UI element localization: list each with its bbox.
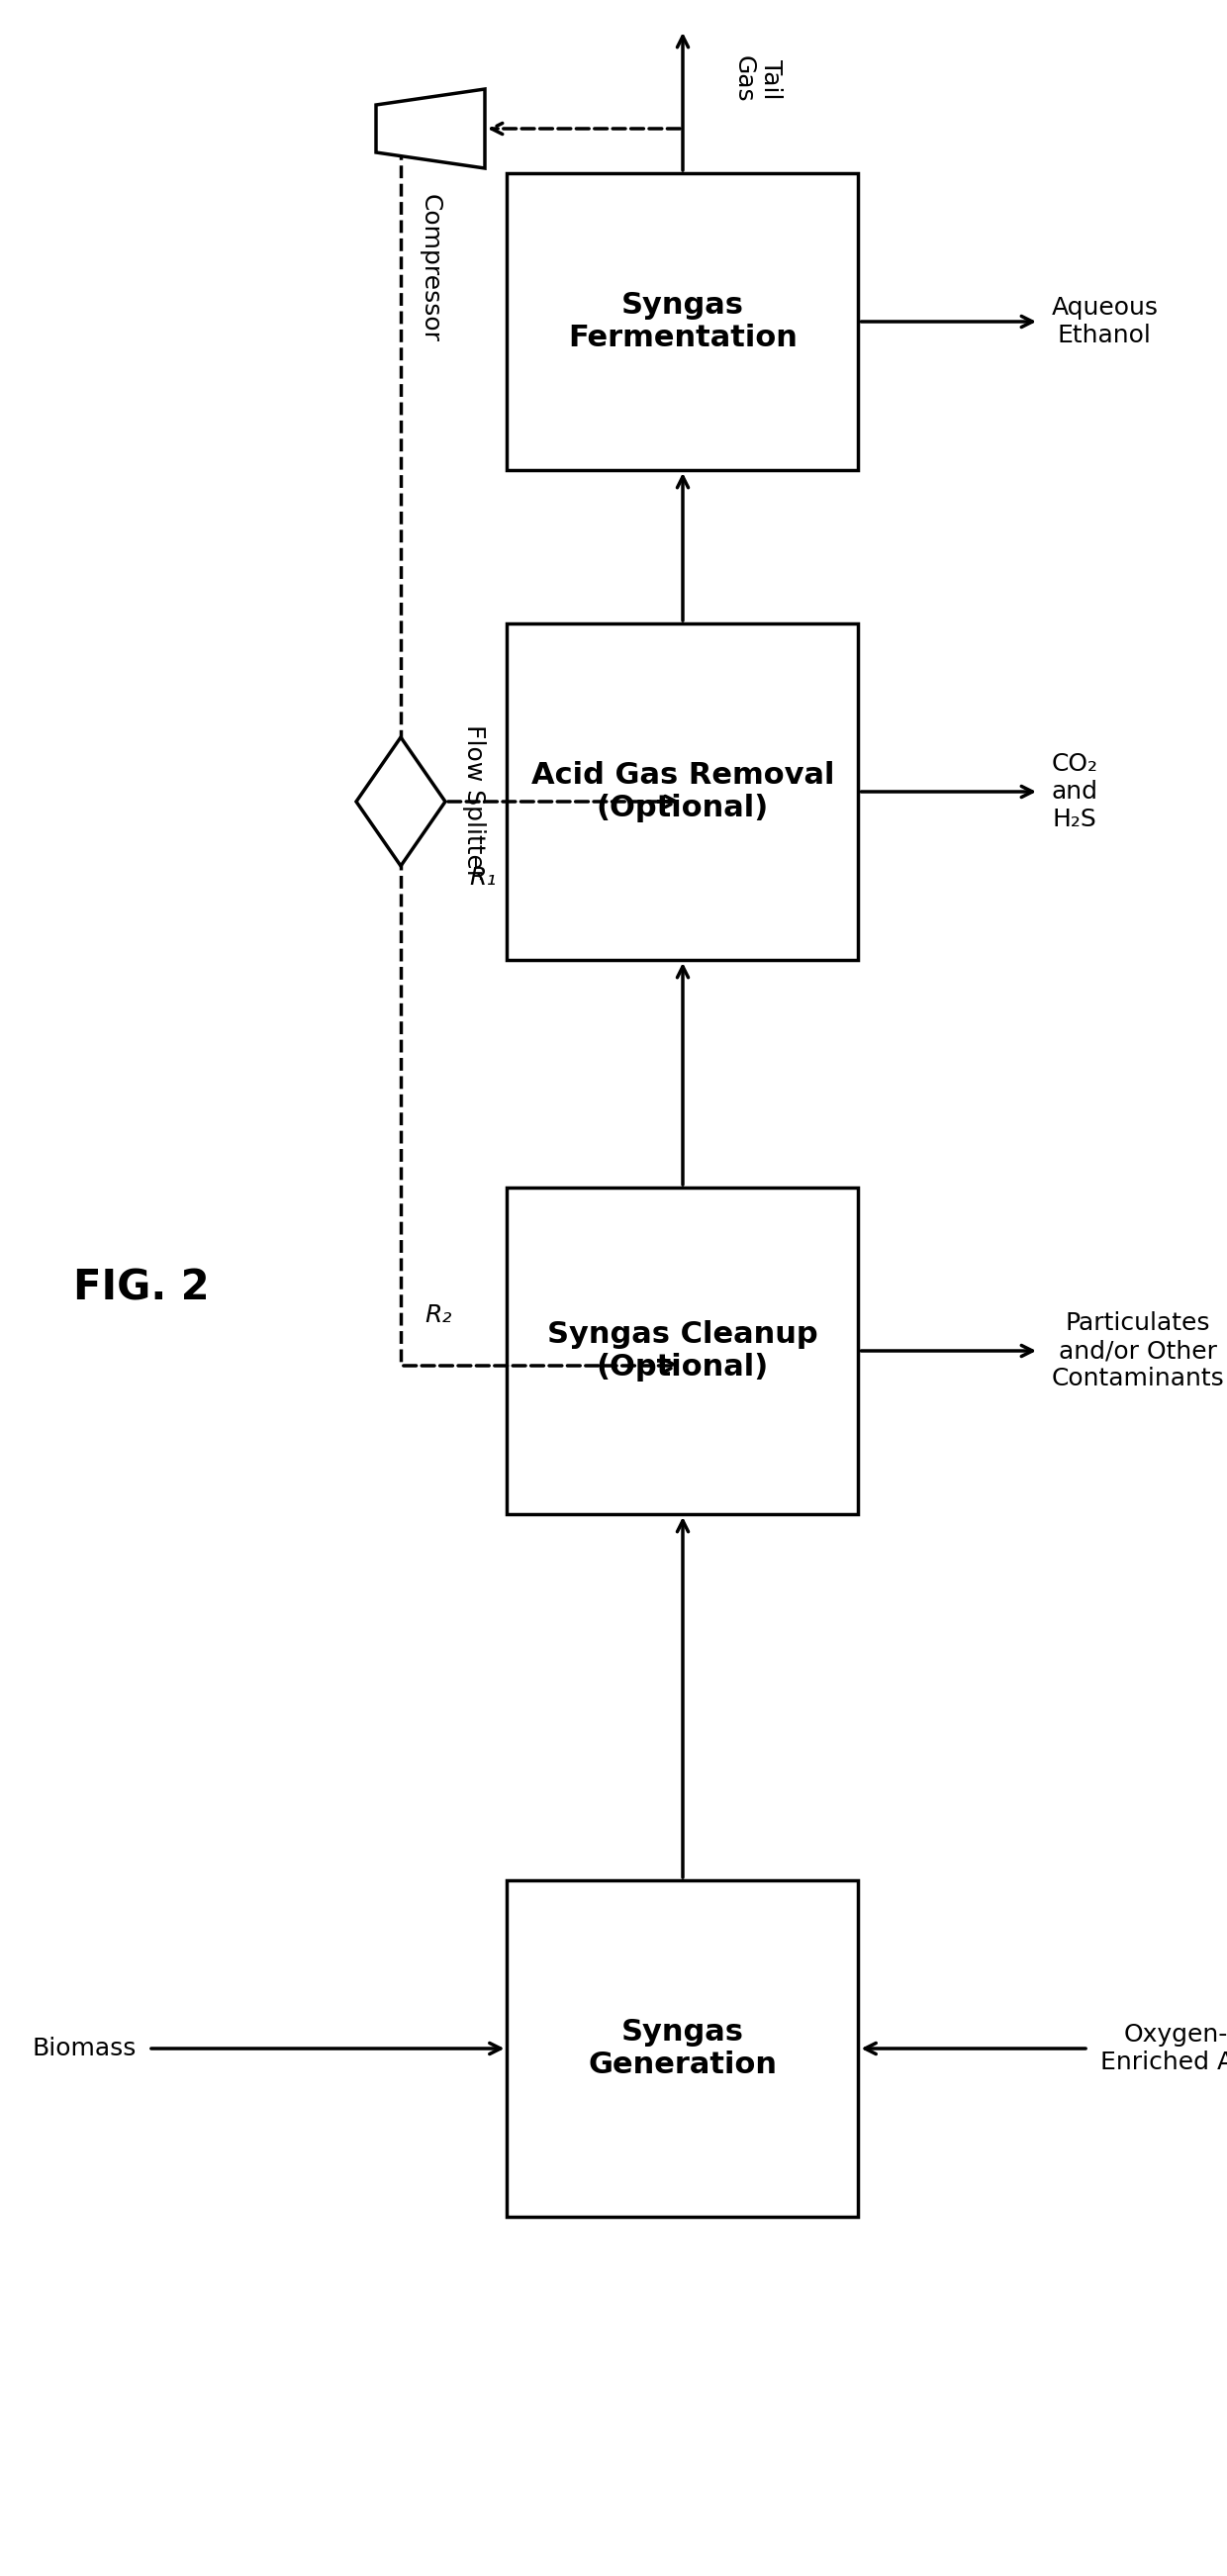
Text: Syngas
Generation: Syngas Generation — [588, 2017, 777, 2079]
Text: Particulates
and/or Other
Contaminants: Particulates and/or Other Contaminants — [1052, 1311, 1225, 1391]
Text: Aqueous
Ethanol: Aqueous Ethanol — [1052, 296, 1158, 348]
Bar — [507, 1188, 859, 1515]
Text: Biomass: Biomass — [32, 2038, 136, 2061]
Text: Syngas Cleanup
(Optional): Syngas Cleanup (Optional) — [547, 1319, 818, 1381]
Text: FIG. 2: FIG. 2 — [74, 1267, 210, 1309]
Bar — [507, 623, 859, 961]
Text: Tail
Gas: Tail Gas — [731, 57, 783, 103]
Text: CO₂
and
H₂S: CO₂ and H₂S — [1052, 752, 1098, 832]
Text: Acid Gas Removal
(Optional): Acid Gas Removal (Optional) — [531, 760, 834, 822]
Polygon shape — [356, 737, 445, 866]
Text: R₂: R₂ — [426, 1303, 453, 1327]
Polygon shape — [375, 90, 485, 167]
Text: Flow Splitter: Flow Splitter — [463, 724, 486, 878]
Text: Compressor: Compressor — [418, 193, 442, 343]
Text: Oxygen-
Enriched Air: Oxygen- Enriched Air — [1101, 2022, 1227, 2074]
Text: Syngas
Fermentation: Syngas Fermentation — [568, 291, 798, 353]
Text: R₁: R₁ — [470, 866, 497, 889]
Bar — [507, 1880, 859, 2218]
Bar — [507, 173, 859, 469]
